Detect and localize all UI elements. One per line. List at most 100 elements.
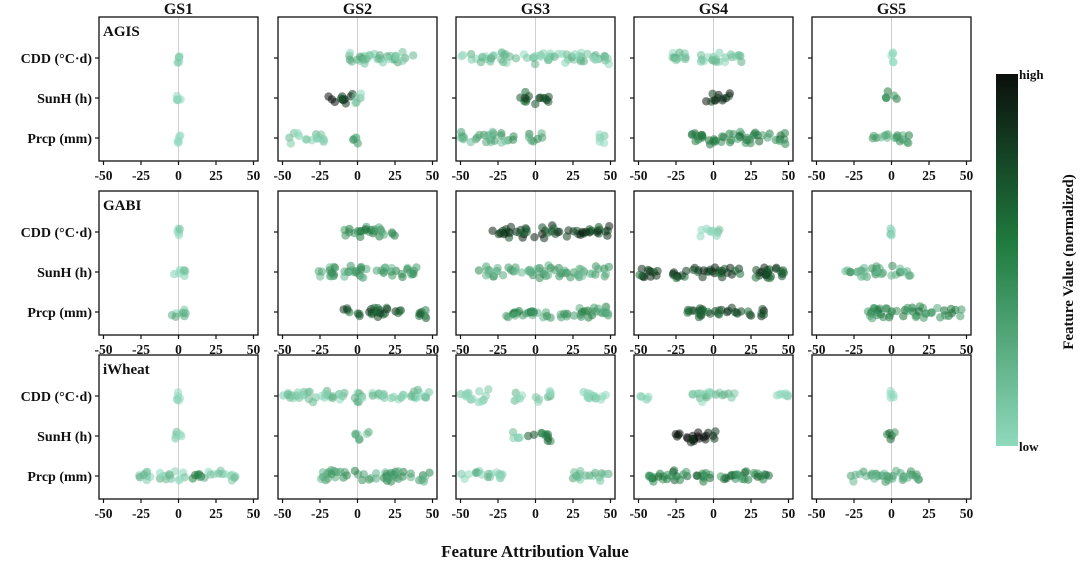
x-tick-label: 0 (532, 168, 539, 183)
data-point (872, 311, 882, 320)
data-point (524, 267, 534, 276)
x-tick-label: -50 (95, 168, 113, 183)
data-point (578, 271, 587, 281)
data-point (876, 133, 886, 142)
data-point (542, 311, 552, 321)
data-point (594, 222, 603, 232)
data-point (355, 311, 364, 321)
data-point (176, 95, 185, 104)
data-point (286, 139, 295, 148)
panel-iwheat-gs2: -50 -25 0 25 50 (274, 354, 440, 521)
x-tick-label: -50 (808, 168, 826, 183)
data-point (504, 263, 513, 272)
data-point (688, 389, 697, 399)
data-point (318, 472, 328, 482)
data-point (360, 55, 370, 64)
x-tick-label: -50 (808, 342, 826, 357)
x-tick-label: 0 (888, 168, 895, 183)
data-point (474, 266, 484, 275)
data-point (535, 273, 544, 283)
data-point (708, 431, 718, 440)
panel-iwheat-gs3: -50 -25 0 25 50 (452, 354, 618, 521)
column-title-gs3: GS3 (521, 1, 550, 18)
data-point (335, 390, 345, 399)
data-point (538, 223, 547, 232)
data-point (535, 93, 544, 103)
data-point (883, 133, 892, 142)
data-point (304, 394, 314, 404)
x-tick-label: 50 (247, 168, 261, 183)
data-point (744, 475, 753, 484)
data-point (415, 309, 424, 318)
data-point (573, 473, 582, 482)
x-tick-label: -50 (452, 506, 470, 521)
data-point (725, 89, 734, 98)
data-point (339, 305, 348, 314)
x-tick-label: 25 (922, 168, 936, 183)
x-tick-label: 50 (604, 168, 618, 183)
data-point (708, 89, 717, 99)
data-point (482, 137, 491, 147)
data-point (175, 394, 185, 403)
data-point (652, 271, 661, 280)
data-point (779, 268, 789, 277)
data-point (394, 308, 403, 318)
data-point (476, 57, 486, 67)
data-point (379, 268, 388, 278)
data-point (701, 431, 710, 440)
x-tick-label: -25 (132, 506, 150, 521)
feature-label: Prcp (mm) (27, 470, 92, 485)
data-point (386, 468, 396, 478)
data-point (772, 391, 782, 400)
data-point (675, 48, 684, 57)
x-tick-label: 25 (209, 506, 223, 521)
data-point (475, 130, 484, 140)
data-point (467, 55, 476, 64)
data-point (759, 310, 769, 319)
x-tick-label: 0 (532, 342, 539, 357)
data-point (957, 305, 966, 314)
data-point (764, 471, 773, 480)
x-tick-label: -50 (808, 506, 826, 521)
data-point (711, 136, 720, 145)
data-point (364, 427, 373, 437)
x-tick-label: 25 (388, 342, 402, 357)
data-point (350, 466, 360, 476)
data-point (753, 472, 762, 481)
data-point (710, 263, 720, 272)
x-tick-label: 50 (426, 506, 440, 521)
data-point (524, 133, 534, 142)
data-point (903, 473, 912, 482)
data-point (718, 132, 727, 141)
data-point (733, 471, 742, 480)
data-point (882, 93, 891, 103)
data-point (504, 313, 513, 322)
data-point (392, 53, 401, 62)
data-point (533, 264, 542, 273)
x-tick-label: 25 (388, 506, 402, 521)
x-axis-label: Feature Attribution Value (441, 542, 629, 561)
panel-agis-gs4: -50 -25 0 25 50 (630, 16, 796, 183)
data-point (477, 397, 486, 406)
x-tick-label: 50 (604, 342, 618, 357)
data-point (510, 311, 520, 320)
x-tick-label: -50 (452, 168, 470, 183)
data-point (888, 261, 897, 271)
data-point (761, 271, 771, 280)
row-title-gabi: GABI (103, 198, 142, 214)
data-point (775, 136, 784, 146)
data-point (695, 434, 704, 443)
data-point (417, 475, 427, 484)
feature-label: SunH (h) (37, 92, 92, 107)
data-point (497, 48, 506, 57)
data-point (370, 225, 379, 234)
data-point (340, 267, 349, 276)
x-tick-label: -50 (630, 506, 648, 521)
data-point (514, 433, 523, 443)
data-point (498, 271, 508, 280)
x-tick-label: 50 (782, 342, 796, 357)
data-point (193, 470, 202, 480)
data-point (412, 263, 421, 272)
data-point (783, 390, 793, 400)
data-point (956, 312, 965, 321)
